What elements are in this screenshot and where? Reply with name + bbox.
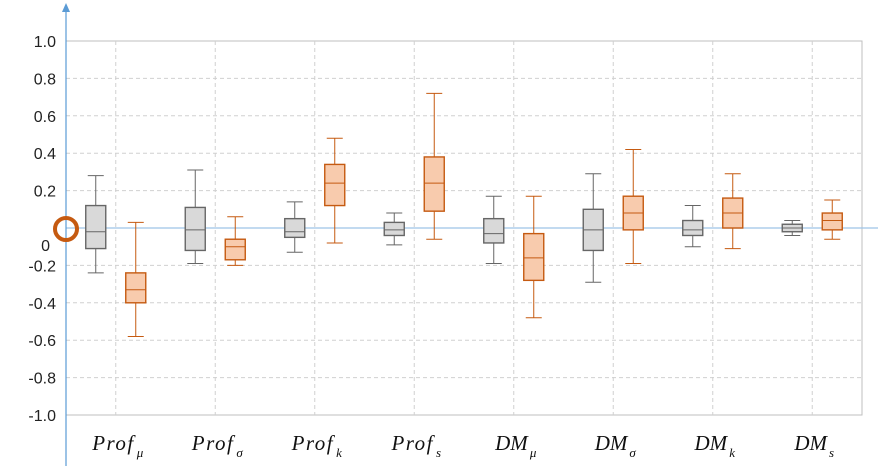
x-tick-base: Prof xyxy=(191,431,236,455)
x-tick-label: DM s xyxy=(793,431,834,460)
x-tick-base: DM xyxy=(594,431,629,455)
y-tick-label: 0.8 xyxy=(34,71,56,88)
iqr-box xyxy=(184,206,206,252)
box-orange-0 xyxy=(125,221,147,337)
iqr-box xyxy=(324,163,346,207)
y-tick-label: 0.6 xyxy=(34,109,56,126)
y-tick-label: 0.4 xyxy=(34,146,56,163)
iqr-box xyxy=(483,217,505,244)
x-tick-base: DM xyxy=(694,431,729,455)
box-orange-1 xyxy=(224,216,246,266)
box-orange-6 xyxy=(722,173,744,250)
x-tick-base: Prof xyxy=(390,431,435,455)
box-orange-2 xyxy=(324,137,346,244)
x-tick-base: Prof xyxy=(91,431,136,455)
label-layer: 1.0 0.8 0.6 0.4 0.2 0 -0.2 -0.4 -0.6 -0.8 -1.0 Prof… xyxy=(28,34,834,460)
x-tick-label: Prof s xyxy=(390,431,441,460)
box-gray-5 xyxy=(582,173,604,283)
x-tick-subscript: s xyxy=(829,445,834,460)
iqr-box xyxy=(284,217,306,239)
x-tick-label: DM σ xyxy=(594,431,637,460)
y-tick-label: 0.2 xyxy=(34,184,56,201)
box-orange-4 xyxy=(523,195,545,319)
x-tick-subscript: σ xyxy=(629,445,636,460)
box-orange-7 xyxy=(821,199,843,240)
y-tick-label: -0.6 xyxy=(28,333,56,350)
y-tick-label: -1.0 xyxy=(28,408,56,425)
y-axis-arrow xyxy=(62,3,70,12)
y-tick-label: 1.0 xyxy=(34,34,56,51)
iqr-box xyxy=(85,204,107,250)
x-tick-base: DM xyxy=(494,431,529,455)
iqr-box xyxy=(224,238,246,261)
x-tick-subscript: μ xyxy=(136,445,144,460)
x-tick-label: DM μ xyxy=(494,431,537,460)
box-gray-4 xyxy=(483,195,505,265)
x-tick-base: DM xyxy=(793,431,828,455)
iqr-box xyxy=(821,212,843,231)
x-tick-base: Prof xyxy=(291,431,336,455)
x-tick-subscript: k xyxy=(336,445,342,460)
box-gray-3 xyxy=(383,212,405,246)
iqr-box xyxy=(125,272,147,304)
origin-marker xyxy=(53,216,79,242)
x-tick-subscript: k xyxy=(729,445,735,460)
x-tick-label: Prof σ xyxy=(191,431,244,460)
x-tick-subscript: s xyxy=(436,445,441,460)
x-tick-subscript: μ xyxy=(529,445,537,460)
y-tick-label: 0 xyxy=(41,238,50,255)
x-tick-subscript: σ xyxy=(236,445,243,460)
box-gray-2 xyxy=(284,201,306,253)
box-layer xyxy=(85,92,843,337)
iqr-box xyxy=(423,156,445,212)
box-gray-0 xyxy=(85,175,107,274)
axis-layer xyxy=(53,3,878,466)
iqr-box xyxy=(383,221,405,237)
x-tick-label: DM k xyxy=(694,431,736,460)
box-gray-7 xyxy=(781,220,803,236)
y-tick-label: -0.8 xyxy=(28,371,56,388)
box-gray-6 xyxy=(682,205,704,248)
box-orange-5 xyxy=(622,148,644,265)
box-gray-1 xyxy=(184,169,206,265)
y-tick-label: -0.2 xyxy=(28,258,56,275)
x-tick-label: Prof k xyxy=(291,431,343,460)
x-tick-label: Prof μ xyxy=(91,431,144,460)
iqr-box xyxy=(682,219,704,237)
iqr-box xyxy=(523,232,545,282)
box-orange-3 xyxy=(423,92,445,240)
y-tick-label: -0.4 xyxy=(28,296,56,313)
